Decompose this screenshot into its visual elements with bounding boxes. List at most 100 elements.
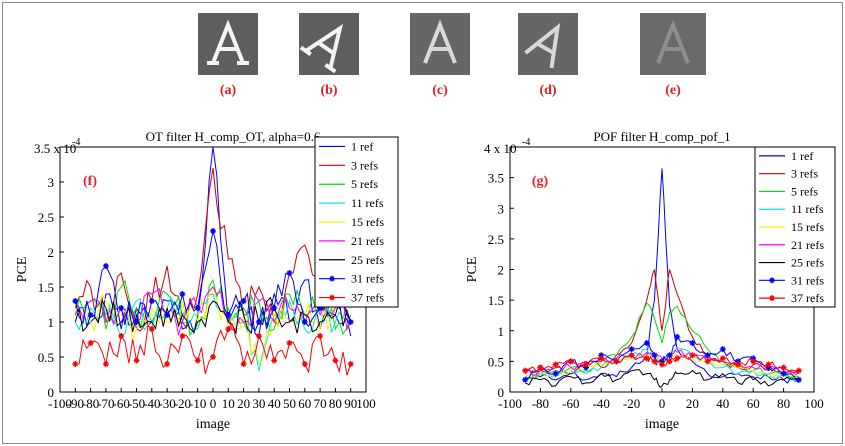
chart-1-series-marker-7 bbox=[689, 340, 696, 346]
chart-0-series-marker-7 bbox=[347, 319, 354, 325]
chart-1-xtick-label: 40 bbox=[716, 396, 729, 411]
chart-1-panel-label: (g) bbox=[532, 174, 549, 189]
chart-0-series-marker-8 bbox=[194, 357, 201, 364]
chart-0-series-marker-7 bbox=[194, 305, 201, 311]
chart-0-legend-label: 31 refs bbox=[351, 272, 384, 286]
chart-0-series-marker-8 bbox=[72, 361, 79, 367]
chart-1-exponent-power: -4 bbox=[522, 137, 530, 148]
chart-0-series-marker-7 bbox=[286, 270, 293, 276]
chart-1-ytick-label: 3.5 bbox=[488, 171, 504, 186]
chart-0-xtick-label: 90 bbox=[344, 396, 357, 411]
chart-0-series-marker-7 bbox=[118, 305, 125, 311]
chart-0-xtick-label: 80 bbox=[329, 396, 342, 411]
chart-1-series-marker-8 bbox=[689, 352, 696, 359]
chart-1-series-line-0 bbox=[524, 168, 800, 384]
chart-1-xtick-label: -60 bbox=[562, 396, 579, 411]
chart-1-legend-label: 21 refs bbox=[791, 238, 824, 252]
chart-0-legend-label: 3 refs bbox=[351, 158, 378, 172]
chart-1-series-marker-8 bbox=[719, 355, 726, 362]
chart-0-ytick-label: 1.5 bbox=[38, 280, 54, 295]
chart-1-series-marker-8 bbox=[628, 352, 635, 359]
chart-0-panel-label: (f) bbox=[83, 174, 97, 189]
chart-1-legend-label: 1 ref bbox=[791, 149, 813, 163]
chart-1-legend-label: 31 refs bbox=[791, 273, 824, 287]
chart-0-xtick-label: 20 bbox=[237, 396, 250, 411]
chart-0-series-marker-8 bbox=[225, 326, 232, 332]
chart-1-ytick-label: 0.5 bbox=[488, 354, 504, 369]
chart-1-series-marker-7 bbox=[750, 355, 757, 362]
chart-1-series-marker-8 bbox=[613, 358, 620, 365]
image-d-thumbnail bbox=[518, 13, 578, 75]
chart-0-xtick-label: -60 bbox=[113, 396, 130, 411]
chart-0-xtick-label: -100 bbox=[48, 396, 72, 411]
caption-b: (b) bbox=[320, 83, 338, 98]
chart-1-series-marker-7 bbox=[765, 364, 772, 371]
chart-0-xtick-label: 30 bbox=[252, 396, 265, 411]
chart-0-series-group bbox=[72, 147, 354, 376]
chart-1-xtick-label: 80 bbox=[777, 396, 790, 411]
chart-0-ytick-label: 3 bbox=[48, 175, 55, 190]
chart-0-series-marker-8 bbox=[148, 326, 155, 332]
image-e-thumbnail bbox=[640, 13, 706, 75]
chart-0-legend-label: 5 refs bbox=[351, 177, 378, 191]
chart-1-series-line-5 bbox=[524, 349, 799, 377]
chart-0-series-marker-7 bbox=[102, 263, 109, 269]
chart-1-ytick-label: 2.5 bbox=[488, 232, 504, 247]
chart-0-series-marker-8 bbox=[301, 361, 308, 367]
chart-0-xlabel: image bbox=[196, 417, 230, 432]
chart-1-legend-label: 25 refs bbox=[791, 256, 824, 270]
chart-0-xtick-label: -70 bbox=[97, 396, 114, 411]
chart-0-series-marker-7 bbox=[240, 298, 247, 304]
chart-1-series-marker-7 bbox=[735, 358, 741, 365]
chart-1-series-marker-7 bbox=[552, 370, 559, 377]
chart-0-ytick-label: 2 bbox=[48, 245, 55, 260]
chart-0-xtick-label: -40 bbox=[143, 396, 160, 411]
chart-0-xtick-label: -10 bbox=[189, 396, 206, 411]
chart-1-legend-label: 37 refs bbox=[791, 291, 824, 305]
chart-0-series-marker-7 bbox=[225, 312, 232, 318]
chart-1-series-marker-8 bbox=[666, 358, 673, 365]
chart-1-series-line-6 bbox=[524, 368, 800, 389]
chart-1-ytick-label: 0 bbox=[498, 385, 505, 400]
chart-0-series-marker-7 bbox=[179, 291, 186, 297]
chart-1-ylabel: PCE bbox=[465, 257, 480, 283]
chart-0-series-marker-8 bbox=[118, 333, 125, 339]
chart-1-series-marker-8 bbox=[674, 355, 681, 362]
chart-0-xtick-label: 100 bbox=[356, 396, 376, 411]
chart-0-series-marker-7 bbox=[271, 305, 278, 311]
chart-0-series-marker-8 bbox=[87, 340, 94, 346]
chart-1-series-marker-8 bbox=[537, 364, 544, 371]
caption-a: (a) bbox=[219, 83, 237, 98]
chart-0-series-marker-8 bbox=[286, 340, 293, 346]
chart-0-ytick-label: 1 bbox=[48, 315, 55, 330]
chart-0-series-marker-8 bbox=[133, 357, 140, 364]
chart-1-series-marker-8 bbox=[567, 358, 574, 365]
chart-1-ytick-label: 2 bbox=[498, 263, 505, 278]
chart-1-series-marker-8 bbox=[704, 358, 711, 365]
chart-1-xtick-label: 20 bbox=[686, 396, 699, 411]
chart-1-series-marker-7 bbox=[719, 346, 726, 353]
chart-1-series-marker-8 bbox=[643, 355, 650, 362]
chart-1-series-marker-8 bbox=[598, 355, 605, 362]
chart-1-series-marker-8 bbox=[780, 364, 787, 371]
chart-1-series-marker-7 bbox=[780, 370, 787, 377]
chart-1-legend-label: 3 refs bbox=[791, 167, 818, 181]
chart-0-series-marker-7 bbox=[210, 228, 216, 234]
chart-0-series-marker-8 bbox=[102, 361, 109, 367]
chart-1-series-marker-7 bbox=[704, 352, 711, 359]
caption-e: (e) bbox=[665, 83, 681, 98]
chart-1-series-marker-8 bbox=[795, 367, 802, 374]
chart-0-ylabel: PCE bbox=[15, 257, 30, 283]
chart-1-series-marker-7 bbox=[659, 358, 665, 365]
chart-1-series-marker-7 bbox=[522, 376, 529, 383]
chart-1-xtick-label: -100 bbox=[498, 396, 522, 411]
chart-0-xtick-label: 50 bbox=[283, 396, 296, 411]
image-b-thumbnail bbox=[299, 13, 359, 75]
chart-0-xtick-label: -20 bbox=[174, 396, 191, 411]
chart-1-legend-marker bbox=[769, 295, 775, 302]
chart-1-legend-label: 11 refs bbox=[791, 202, 824, 216]
chart-1-series-marker-8 bbox=[735, 361, 741, 368]
caption-d: (d) bbox=[539, 83, 557, 98]
